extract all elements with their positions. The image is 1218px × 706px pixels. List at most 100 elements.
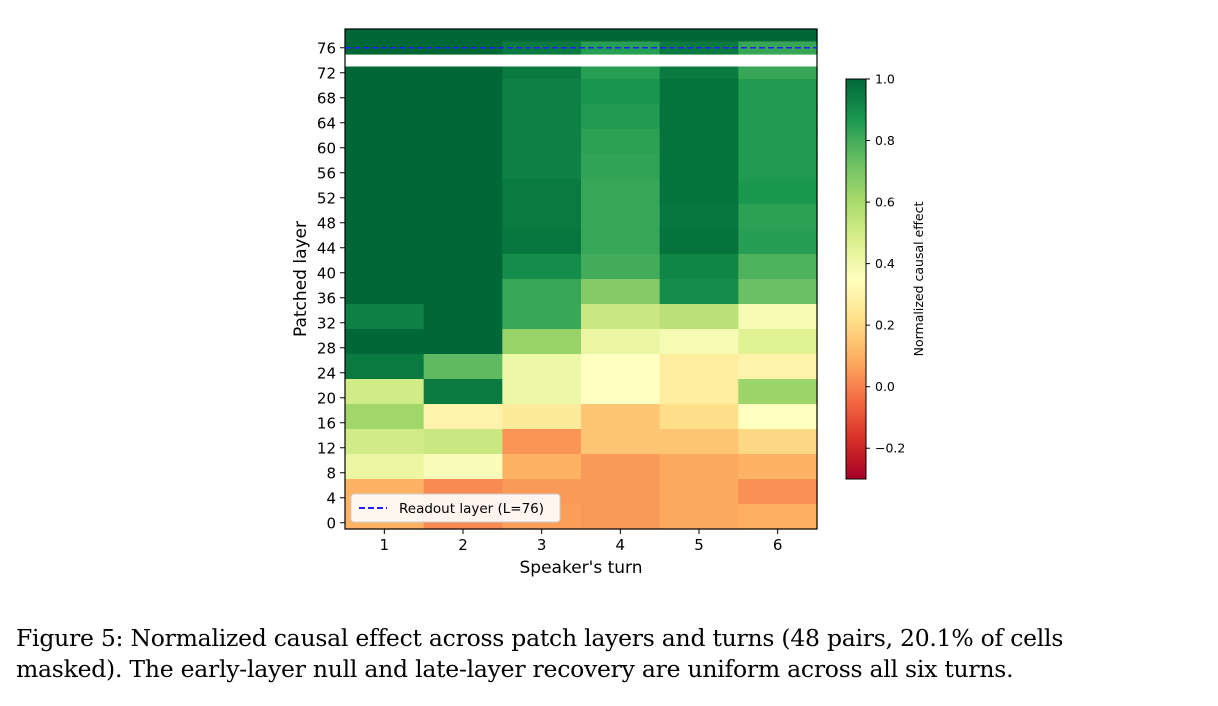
colorbar: 1.0 0.8 0.6 0.4 0.2 0.0 −0.2 Normalized causal… xyxy=(845,72,926,480)
heatmap-cell xyxy=(581,216,661,230)
heatmap-cell xyxy=(581,279,661,293)
heatmap-cell xyxy=(738,466,818,480)
heatmap-cell xyxy=(502,66,582,80)
heatmap-cell xyxy=(345,416,425,430)
heatmap-cell xyxy=(502,279,582,293)
heatmap-cell xyxy=(738,416,818,430)
heatmap-cell xyxy=(345,354,425,368)
heatmap-cell xyxy=(581,479,661,493)
heatmap-cell xyxy=(502,266,582,280)
heatmap-cell xyxy=(423,441,503,455)
heatmap-cell xyxy=(738,179,818,193)
heatmap-cell xyxy=(738,229,818,243)
heatmap-cell xyxy=(738,516,818,530)
heatmap-cell xyxy=(345,179,425,193)
heatmap-cell xyxy=(502,404,582,418)
heatmap-cell xyxy=(345,466,425,480)
heatmap-cell xyxy=(502,354,582,368)
heatmap-cell xyxy=(659,154,739,168)
heatmap-cell xyxy=(345,216,425,230)
heatmap-cell xyxy=(502,479,582,493)
heatmap-cell xyxy=(659,29,739,43)
heatmap-cell xyxy=(581,441,661,455)
heatmap-cell xyxy=(345,79,425,93)
y-tick-label: 40 xyxy=(317,264,336,282)
heatmap-cell xyxy=(659,91,739,105)
heatmap-cell xyxy=(502,291,582,305)
y-tick-label: 36 xyxy=(317,289,336,307)
heatmap-cell xyxy=(345,116,425,130)
heatmap-cell xyxy=(502,116,582,130)
heatmap-cell xyxy=(423,141,503,155)
heatmap-cell xyxy=(738,141,818,155)
heatmap-cell xyxy=(345,229,425,243)
x-tick-label: 2 xyxy=(458,536,468,554)
heatmap-cell xyxy=(659,504,739,518)
heatmap-cell xyxy=(345,141,425,155)
heatmap-cell xyxy=(738,216,818,230)
heatmap-cell xyxy=(581,379,661,393)
heatmap-cell xyxy=(345,204,425,218)
heatmap-cell xyxy=(502,216,582,230)
heatmap-cell xyxy=(423,304,503,318)
heatmap-cell xyxy=(423,291,503,305)
heatmap-cell xyxy=(345,379,425,393)
heatmap-cell xyxy=(423,129,503,143)
heatmap-cell xyxy=(738,241,818,255)
heatmap-cell xyxy=(423,354,503,368)
heatmap-cell xyxy=(738,429,818,443)
heatmap-cell xyxy=(502,129,582,143)
heatmap-cell xyxy=(502,441,582,455)
heatmap-cell xyxy=(738,341,818,355)
heatmap-cell xyxy=(659,316,739,330)
heatmap-cell xyxy=(345,104,425,118)
heatmap-cell xyxy=(581,404,661,418)
heatmap-cell xyxy=(738,204,818,218)
heatmap-cell xyxy=(423,254,503,268)
heatmap-cell xyxy=(423,29,503,43)
heatmap-cell xyxy=(581,79,661,93)
heatmap-cell xyxy=(502,29,582,43)
heatmap-cell xyxy=(659,391,739,405)
y-tick-label: 28 xyxy=(317,339,336,357)
caption-line-1: Figure 5: Normalized causal effect acros… xyxy=(16,624,1064,652)
heatmap-cell xyxy=(345,279,425,293)
heatmap-cell xyxy=(738,366,818,380)
colorbar-ticks: 1.0 0.8 0.6 0.4 0.2 0.0 −0.2 xyxy=(866,72,905,456)
heatmap-cell xyxy=(423,316,503,330)
heatmap-cell xyxy=(659,279,739,293)
heatmap-cell xyxy=(345,254,425,268)
heatmap-cell xyxy=(581,491,661,505)
heatmap-cell xyxy=(423,379,503,393)
heatmap-cell xyxy=(581,166,661,180)
heatmap-cell xyxy=(581,329,661,343)
heatmap-cell xyxy=(738,129,818,143)
y-tick-label: 64 xyxy=(317,114,336,132)
heatmap-cell xyxy=(581,316,661,330)
heatmap-cell xyxy=(423,466,503,480)
heatmap-cell xyxy=(502,454,582,468)
heatmap-cell xyxy=(738,379,818,393)
heatmap-cell xyxy=(659,141,739,155)
heatmap-cell xyxy=(659,191,739,205)
heatmap-cell xyxy=(659,479,739,493)
heatmap-cell xyxy=(659,241,739,255)
heatmap-cell xyxy=(581,66,661,80)
heatmap-cell xyxy=(423,416,503,430)
legend: Readout layer (L=76) xyxy=(350,493,561,523)
heatmap-cell xyxy=(659,116,739,130)
heatmap-cell xyxy=(581,516,661,530)
y-tick-label: 0 xyxy=(326,514,336,532)
heatmap-cell xyxy=(659,491,739,505)
heatmap-cell xyxy=(659,291,739,305)
heatmap-cell xyxy=(738,441,818,455)
heatmap-cell xyxy=(738,279,818,293)
heatmap-cell xyxy=(659,441,739,455)
heatmap-cell xyxy=(581,154,661,168)
heatmap-cell xyxy=(502,166,582,180)
heatmap-cell xyxy=(581,304,661,318)
caption-line-2: masked). The early-layer null and late-l… xyxy=(16,655,1014,683)
heatmap-cell xyxy=(423,391,503,405)
heatmap-cell xyxy=(345,479,425,493)
x-tick-label: 1 xyxy=(380,536,390,554)
